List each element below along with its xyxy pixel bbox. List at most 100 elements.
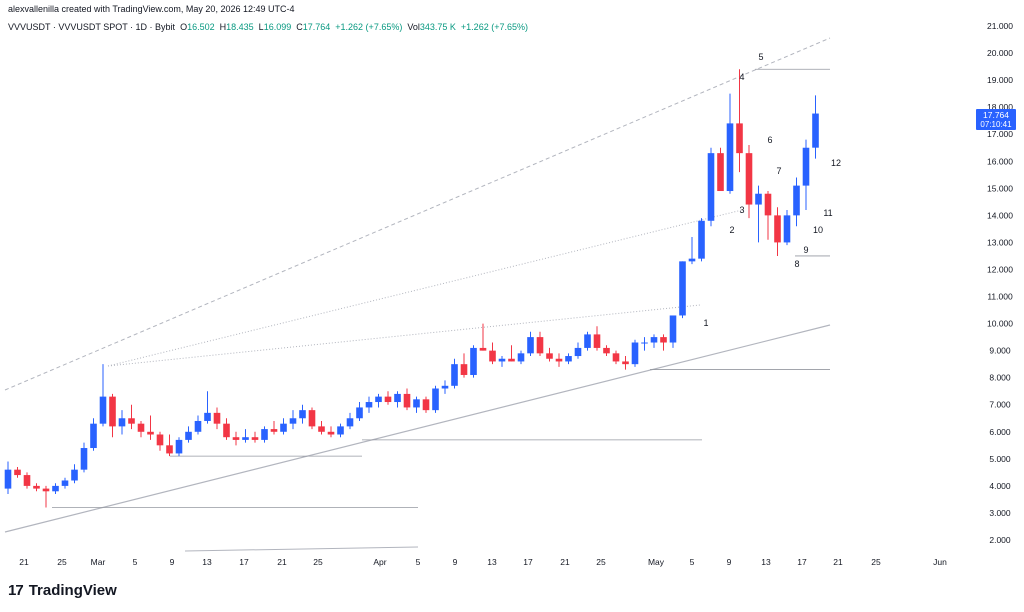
change-value: +1.262 (+7.65%) [335, 22, 403, 32]
candle-body [118, 418, 126, 427]
time-tick-label: 9 [453, 557, 458, 567]
candle-body [679, 261, 686, 316]
price-tick-label: 19.000 [987, 75, 1013, 85]
candle-body [745, 153, 753, 205]
time-tick-label: 17 [239, 557, 249, 567]
candle-body [413, 399, 420, 408]
dotted-channel-line-lower [107, 304, 701, 367]
close-label: C [296, 22, 303, 32]
candle-body [137, 423, 145, 432]
candle-body [337, 426, 344, 435]
low-label: L [258, 22, 264, 32]
candle-body [641, 342, 648, 344]
candle-body [527, 337, 534, 354]
candle-body [185, 431, 192, 440]
wave-label: 8 [794, 259, 799, 269]
candle-body [261, 429, 268, 440]
candle-body [546, 353, 553, 359]
volume-change: +1.262 (+7.65%) [460, 22, 528, 32]
time-tick-label: 17 [523, 557, 533, 567]
time-tick-label: 25 [313, 557, 323, 567]
candle-body [394, 393, 401, 403]
candle-body [698, 220, 705, 259]
candle-body [479, 347, 487, 351]
price-axis[interactable]: 21.000 20.000 19.000 18.000 17.000 16.000 15.0… [987, 21, 1013, 545]
candle-body [489, 350, 496, 362]
last-price-badge: 17.764 07:10:41 [976, 109, 1016, 130]
symbol-label: VVVUSDT · VVVUSDT SPOT · 1D · Bybit [8, 22, 176, 32]
candle-body [498, 358, 506, 362]
candle-body [346, 418, 354, 427]
candle-body [660, 337, 667, 343]
time-tick-label: 17 [797, 557, 807, 567]
candle-body [33, 485, 40, 489]
tradingview-mark-icon: 17 [8, 582, 24, 599]
close-value: 17.764 [302, 22, 331, 32]
time-tick-label: 9 [170, 557, 175, 567]
price-tick-label: 20.000 [987, 48, 1013, 58]
price-tick-label: 5.000 [989, 454, 1011, 464]
candle-body [223, 423, 230, 438]
candle-body [289, 418, 297, 424]
time-tick-label: 21 [560, 557, 570, 567]
candle-body [251, 437, 259, 440]
candle-body [432, 388, 439, 411]
candle-body [517, 353, 525, 362]
candle-body [356, 407, 363, 419]
time-tick-label: 25 [596, 557, 606, 567]
dashed-channel-line [4, 37, 831, 391]
wave-label: 10 [813, 225, 823, 235]
candle-body [61, 480, 69, 486]
candle-body [270, 429, 278, 432]
time-tick-label: 13 [761, 557, 771, 567]
candle-body [584, 334, 591, 348]
candle-body [688, 258, 696, 262]
candle-body [14, 469, 21, 476]
last-price-value: 17.764 [983, 110, 1009, 120]
candle-body [384, 396, 392, 403]
time-tick-label: 21 [277, 557, 287, 567]
price-tick-label: 11.000 [987, 292, 1013, 302]
time-tick-label: 13 [487, 557, 497, 567]
candle-body [375, 396, 382, 403]
wave-label: 2 [729, 225, 734, 235]
candle-body [508, 358, 515, 362]
wave-label: 1 [703, 318, 708, 328]
candle-body [23, 475, 31, 486]
candle-body [593, 334, 601, 348]
price-tick-label: 8.000 [989, 373, 1011, 383]
candle-body [280, 423, 287, 432]
candle-body [802, 147, 810, 186]
candle-body [774, 215, 781, 243]
candle-body [204, 412, 211, 421]
candle-body [80, 448, 88, 470]
trendlines [4, 37, 831, 552]
chart-credit: alexvallenilla created with TradingView.… [8, 4, 295, 14]
candle-body [669, 315, 677, 343]
candle-body [90, 423, 97, 449]
wave-label: 9 [803, 245, 808, 255]
candle-body [213, 412, 221, 424]
candle-body [717, 153, 724, 192]
candle-body [783, 215, 791, 243]
candle-body [42, 488, 50, 492]
candle-body [460, 364, 468, 375]
bottom-ray [184, 546, 419, 552]
price-tick-label: 14.000 [987, 210, 1013, 220]
wave-label: 12 [831, 158, 841, 168]
time-tick-label: 13 [202, 557, 212, 567]
candle-body [631, 342, 639, 365]
time-tick-label: Apr [373, 557, 386, 567]
candle-body [764, 193, 772, 216]
time-tick-label: 21 [833, 557, 843, 567]
time-axis[interactable]: 21 25 Mar 5 9 13 17 21 25 Apr 5 9 13 17 21 25 May 5 9 13 17 2… [19, 557, 947, 567]
time-tick-label: 21 [19, 557, 29, 567]
wave-label: 4 [739, 72, 744, 82]
candle-body [650, 337, 658, 343]
candle-body [422, 399, 430, 411]
support-trendline [4, 324, 831, 533]
price-tick-label: 12.000 [987, 264, 1013, 274]
candle-body [707, 153, 715, 221]
open-label: O [180, 22, 188, 32]
